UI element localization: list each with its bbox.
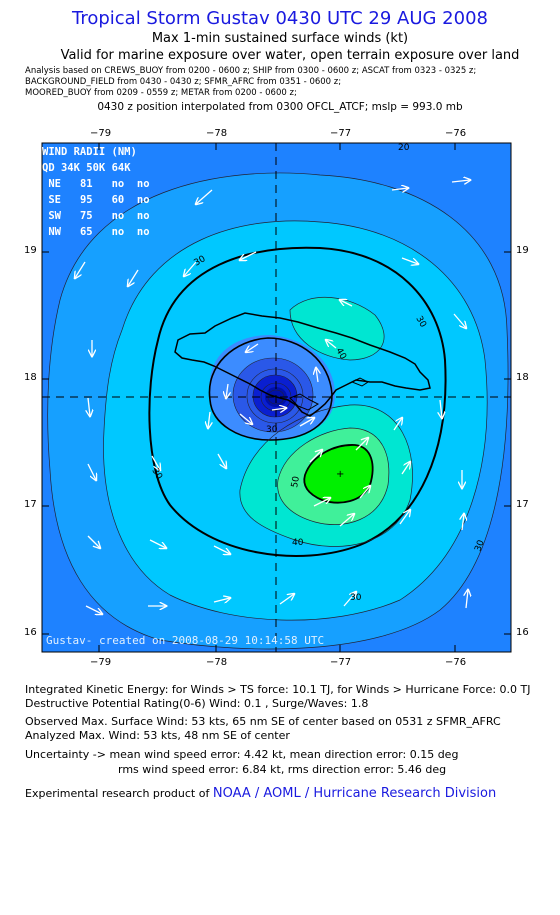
page-title: Tropical Storm Gustav 0430 UTC 29 AUG 20…	[71, 8, 488, 29]
contour-20kt	[47, 172, 509, 650]
contour-eye-3	[252, 374, 298, 418]
lon-tick-bottom: −77	[330, 657, 352, 668]
lon-tick-bottom: −76	[445, 657, 467, 668]
contour-50kt	[277, 427, 390, 525]
lat-tick-right: 16	[516, 627, 529, 638]
lon-tick-top: −77	[330, 128, 352, 139]
lat-tick-left: 16	[24, 627, 37, 638]
wind-max-core	[304, 444, 373, 503]
contour-label: 30	[473, 539, 486, 553]
coast-detail	[289, 393, 320, 411]
lon-tick-bottom: −78	[206, 657, 228, 668]
analysis-line: MOORED_BUOY from 0209 - 0559 z; METAR fr…	[25, 88, 297, 98]
wind-radii-row: SW 75 no no	[48, 210, 150, 222]
lon-tick-top: −79	[90, 128, 112, 139]
lon-tick-bottom: −79	[90, 657, 112, 668]
contour-40kt	[239, 404, 413, 547]
uncertainty-line-2: rms wind speed error: 6.84 kt, rms direc…	[118, 763, 447, 776]
wind-band-40kt-north	[290, 297, 385, 360]
contour-eye-1	[232, 357, 314, 433]
map-credit: Gustav- created on 2008-08-29 10:14:58 U…	[46, 634, 325, 647]
contour-34kt	[148, 246, 447, 557]
map-frame	[41, 142, 512, 653]
uncertainty-line-1: Uncertainty -> mean wind speed error: 4.…	[25, 748, 459, 761]
contour-label: 40	[292, 538, 304, 548]
analysis-line: BACKGROUND_FIELD from 0430 - 0430 z; SFM…	[25, 77, 342, 87]
lat-tick-right: 18	[516, 372, 529, 383]
lon-tick-top: −78	[206, 128, 228, 139]
wind-radii-row: NE 81 no no	[48, 178, 150, 190]
footer-org-link[interactable]: NOAA / AOML / Hurricane Research Divisio…	[212, 786, 497, 801]
lat-tick-right: 17	[516, 499, 529, 510]
contour-label: 30	[266, 425, 278, 435]
island-coastline	[174, 312, 431, 417]
wind-max-marker: +	[336, 469, 344, 480]
wind-vectors	[75, 180, 470, 614]
footer: Experimental research product of NOAA / …	[25, 786, 496, 801]
wind-radii-title: WIND RADII (NM)	[42, 146, 137, 158]
wind-radii-table: WIND RADII (NM) QD 34K 50K 64K NE 81 no …	[42, 144, 150, 240]
contour-label: 50	[290, 475, 302, 488]
contour-label: 20	[398, 143, 410, 153]
wind-radii-columns: QD 34K 50K 64K	[42, 162, 131, 174]
observed-max-line: Observed Max. Surface Wind: 53 kts, 65 n…	[25, 715, 501, 728]
axis-ticks	[42, 143, 511, 652]
lat-tick-left: 19	[24, 245, 37, 256]
contour-30kt	[103, 220, 488, 621]
lat-tick-left: 18	[24, 372, 37, 383]
contour-label: 30	[350, 593, 362, 603]
lon-tick-top: −76	[445, 128, 467, 139]
ike-line: Integrated Kinetic Energy: for Winds > T…	[25, 683, 531, 696]
footer-prefix: Experimental research product of	[25, 787, 210, 800]
wind-radii-row: SE 95 60 no	[48, 194, 150, 206]
contour-40kt-north	[289, 296, 385, 361]
wind-radii-row: NW 65 no no	[48, 226, 150, 238]
lat-tick-right: 19	[516, 245, 529, 256]
dpr-line: Destructive Potential Rating(0-6) Wind: …	[25, 697, 369, 710]
coast-detail	[350, 377, 369, 387]
lat-tick-left: 17	[24, 499, 37, 510]
analysis-sources: Analysis based on CREWS_BUOY from 0200 -…	[25, 66, 545, 99]
subtitle-wind-type: Max 1-min sustained surface winds (kt)	[151, 31, 409, 46]
analyzed-max-line: Analyzed Max. Wind: 53 kts, 48 nm SE of …	[25, 729, 290, 742]
analysis-line: Analysis based on CREWS_BUOY from 0200 -…	[25, 66, 477, 76]
position-line: 0430 z position interpolated from 0300 O…	[97, 101, 463, 113]
subtitle-exposure: Valid for marine exposure over water, op…	[60, 48, 520, 63]
